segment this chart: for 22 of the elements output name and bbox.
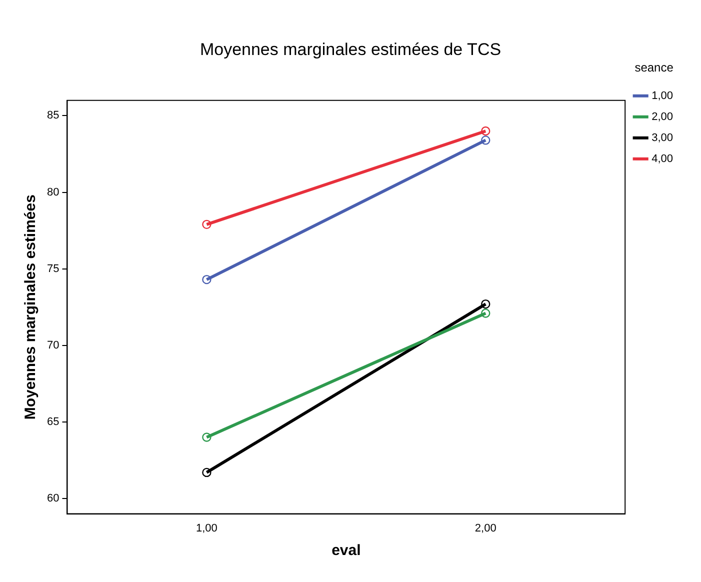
point [481, 126, 490, 136]
x-axis-title: eval [332, 542, 361, 560]
legend-title: seance [634, 60, 674, 74]
y-tick-label: 65 [46, 416, 60, 428]
y-tick-label: 85 [46, 110, 60, 122]
point [481, 299, 490, 309]
y-axis-title: Moyennes marginales estimées [22, 194, 40, 420]
point [481, 136, 490, 145]
point [481, 308, 490, 318]
legend-label: 4,00 [652, 152, 674, 165]
y-tick-label: 75 [46, 262, 60, 275]
legend-label: 1,00 [652, 90, 674, 102]
y-tick-label: 70 [46, 339, 60, 352]
point [202, 468, 212, 478]
chart-title: Moyennes marginales estimées de TCS [200, 40, 502, 59]
y-tick-label: 60 [46, 492, 60, 505]
legend-label: 3,00 [652, 132, 674, 144]
legend-label: 2,00 [652, 110, 674, 123]
y-tick-label: 80 [46, 186, 60, 198]
point [202, 220, 212, 230]
point [202, 274, 212, 284]
point [202, 432, 212, 442]
